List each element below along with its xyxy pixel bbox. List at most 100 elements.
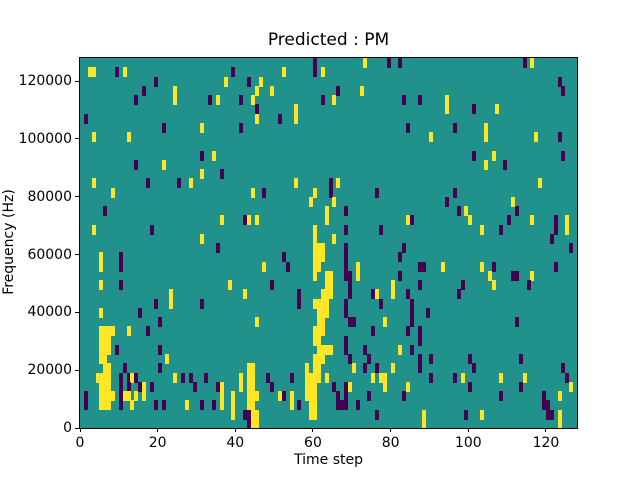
heatmap-cell bbox=[312, 298, 317, 309]
heatmap-cell bbox=[83, 113, 88, 124]
y-axis-label: Frequency (Hz) bbox=[1, 189, 17, 295]
heatmap-cell bbox=[215, 95, 220, 105]
heatmap-cell bbox=[316, 372, 321, 383]
heatmap-cell bbox=[126, 132, 131, 142]
heatmap-cell bbox=[254, 418, 259, 428]
heatmap-cell bbox=[491, 261, 496, 272]
heatmap-cell bbox=[468, 381, 473, 392]
heatmap-cell bbox=[114, 67, 119, 78]
heatmap-cell bbox=[250, 187, 255, 198]
heatmap-cell bbox=[103, 326, 108, 337]
heatmap-cell bbox=[344, 307, 349, 318]
heatmap-cell bbox=[243, 289, 248, 300]
heatmap-cell bbox=[530, 58, 535, 68]
heatmap-cell bbox=[91, 178, 96, 189]
heatmap-cell bbox=[309, 409, 314, 420]
heatmap-cell bbox=[499, 372, 504, 383]
heatmap-cell bbox=[312, 261, 317, 272]
heatmap-cell bbox=[382, 317, 387, 327]
heatmap-cell bbox=[243, 409, 248, 420]
heatmap-cell bbox=[324, 215, 329, 226]
heatmap-cell bbox=[83, 391, 88, 401]
heatmap-cell bbox=[534, 132, 539, 142]
heatmap-cell bbox=[231, 409, 236, 420]
heatmap-cell bbox=[375, 409, 380, 420]
heatmap-cell bbox=[91, 132, 96, 142]
heatmap-cell bbox=[118, 372, 123, 383]
heatmap-cell bbox=[122, 391, 127, 401]
heatmap-cell bbox=[99, 261, 104, 272]
heatmap-cell bbox=[363, 58, 368, 68]
heatmap-cell bbox=[153, 76, 158, 87]
heatmap-cell bbox=[410, 317, 415, 327]
heatmap-cell bbox=[320, 252, 325, 263]
heatmap-cell bbox=[246, 391, 251, 401]
heatmap-cell bbox=[355, 261, 360, 272]
heatmap-cell bbox=[487, 270, 492, 281]
heatmap-cell bbox=[138, 381, 143, 392]
heatmap-cell bbox=[126, 326, 131, 337]
heatmap-cell bbox=[293, 104, 298, 115]
heatmap-cell bbox=[188, 372, 193, 383]
heatmap-cell bbox=[312, 335, 317, 346]
heatmap-cell bbox=[278, 391, 283, 401]
heatmap-cell bbox=[324, 289, 329, 300]
heatmap-cell bbox=[309, 391, 314, 401]
heatmap-cell bbox=[161, 122, 166, 133]
heatmap-cell bbox=[344, 270, 349, 281]
heatmap-cell bbox=[452, 122, 457, 133]
heatmap-cell bbox=[227, 280, 232, 290]
heatmap-cell bbox=[444, 104, 449, 115]
heatmap-cell bbox=[103, 344, 108, 355]
heatmap-cell bbox=[429, 354, 434, 364]
heatmap-cell bbox=[344, 335, 349, 346]
heatmap-cell bbox=[103, 363, 108, 374]
heatmap-cell bbox=[212, 150, 217, 161]
heatmap-cell bbox=[371, 372, 376, 383]
heatmap-cell bbox=[421, 418, 426, 428]
heatmap-cell bbox=[118, 261, 123, 272]
heatmap-cell bbox=[425, 307, 430, 318]
heatmap-cell bbox=[103, 400, 108, 411]
heatmap-cell bbox=[367, 354, 372, 364]
heatmap-cell bbox=[204, 372, 209, 383]
heatmap-cell bbox=[557, 409, 562, 420]
heatmap-cell bbox=[134, 391, 139, 401]
heatmap-cell bbox=[312, 233, 317, 244]
heatmap-cell bbox=[312, 252, 317, 263]
y-tick-mark bbox=[75, 369, 79, 371]
heatmap-cell bbox=[99, 391, 104, 401]
heatmap-cell bbox=[464, 206, 469, 216]
heatmap-cell bbox=[208, 95, 213, 105]
heatmap-cell bbox=[472, 363, 477, 374]
heatmap-cell bbox=[549, 233, 554, 244]
heatmap-cell bbox=[324, 298, 329, 309]
heatmap-plot-area bbox=[79, 57, 578, 429]
heatmap-cell bbox=[107, 400, 112, 411]
heatmap-cell bbox=[530, 270, 535, 281]
heatmap-cell bbox=[285, 261, 290, 272]
heatmap-cell bbox=[320, 307, 325, 318]
heatmap-cell bbox=[312, 381, 317, 392]
heatmap-cell bbox=[99, 280, 104, 290]
heatmap-cell bbox=[239, 95, 244, 105]
heatmap-cell bbox=[347, 354, 352, 364]
x-tick-mark bbox=[79, 428, 81, 432]
heatmap-cell bbox=[200, 169, 205, 179]
heatmap-cell bbox=[452, 187, 457, 198]
heatmap-cell bbox=[161, 400, 166, 411]
heatmap-cell bbox=[107, 363, 112, 374]
y-tick-mark bbox=[75, 254, 79, 256]
heatmap-cell bbox=[219, 215, 224, 226]
heatmap-cell bbox=[336, 400, 341, 411]
heatmap-cell bbox=[99, 400, 104, 411]
heatmap-cell bbox=[312, 58, 317, 68]
heatmap-cell bbox=[363, 344, 368, 355]
heatmap-cell bbox=[355, 270, 360, 281]
heatmap-cell bbox=[146, 178, 150, 189]
heatmap-cell bbox=[328, 270, 333, 281]
heatmap-cell bbox=[293, 178, 298, 189]
heatmap-cell bbox=[250, 418, 255, 428]
heatmap-cell bbox=[324, 307, 329, 318]
heatmap-cell bbox=[351, 317, 356, 327]
